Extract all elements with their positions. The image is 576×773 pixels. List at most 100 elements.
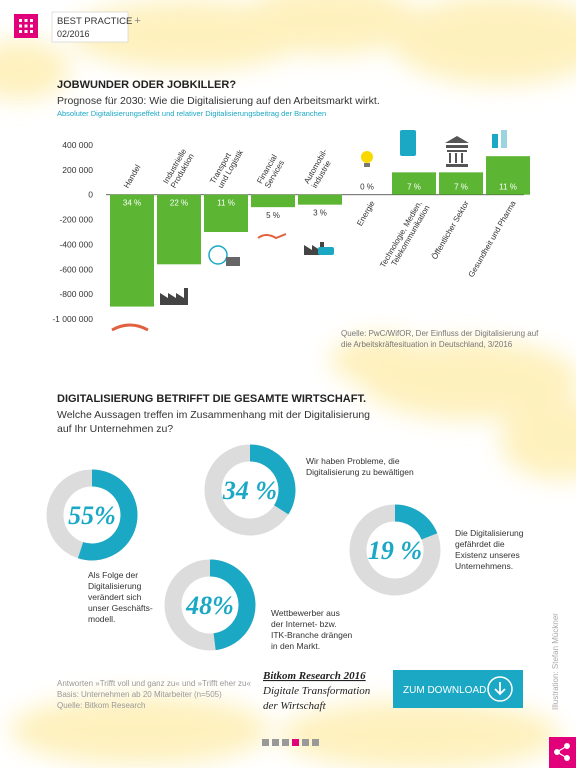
statement-line: Wettbewerber aus <box>271 608 340 618</box>
statement-line: Die Digitalisierung <box>455 528 524 538</box>
bar <box>157 194 201 265</box>
page-dot-active[interactable] <box>292 739 299 746</box>
donut-arc <box>394 504 438 540</box>
footnote: Antworten »Trifft voll und ganz zu« und … <box>57 679 251 688</box>
bar <box>110 194 154 307</box>
download-button[interactable]: ZUM DOWNLOAD <box>393 670 523 708</box>
donut-value: 55% <box>68 501 116 530</box>
category-label: Handel <box>122 163 143 190</box>
download-icon[interactable] <box>487 676 513 702</box>
share-button[interactable] <box>549 737 576 768</box>
bar <box>204 194 248 232</box>
category-line: Energie <box>355 199 377 228</box>
donut-value: 19 % <box>368 536 422 565</box>
statement-line: Als Folge der <box>88 570 138 580</box>
chart-subtitle: Prognose für 2030: Wie die Digitalisieru… <box>57 95 380 107</box>
statement-line: in den Markt. <box>271 641 320 651</box>
bar <box>251 194 295 208</box>
page-dot[interactable] <box>302 739 309 746</box>
section-question: Welche Aussagen treffen im Zusammenhang … <box>57 409 370 421</box>
download-arrow[interactable] <box>494 682 506 696</box>
share-label: 34 % <box>123 199 141 208</box>
category-line: Gesundheit und Pharma <box>467 199 518 279</box>
statement-line: der Internet- bzw. <box>271 619 337 629</box>
statement-line: Unternehmens. <box>455 561 513 571</box>
logo-dots <box>19 19 33 33</box>
source: Quelle: PwC/WifOR, Der Einfluss der Digi… <box>341 329 539 338</box>
header-box <box>51 11 129 43</box>
share-label: 11 % <box>217 199 235 208</box>
category-label: Öffentlicher Sektor <box>430 199 471 261</box>
study-line: Digitale Transformation <box>262 685 371 697</box>
statement-line: Digitalisierung zu bewältigen <box>306 467 414 477</box>
statement-line: Digitalisierung <box>88 581 142 591</box>
category-label: Energie <box>355 199 377 228</box>
footnote: Quelle: Bitkom Research <box>57 701 145 710</box>
category-line: Öffentlicher Sektor <box>430 199 471 261</box>
y-tick-label: -400 000 <box>59 239 93 249</box>
statement-line: gefährdet die <box>455 539 505 549</box>
share-label: 7 % <box>407 183 421 192</box>
y-tick-label: -600 000 <box>59 264 93 274</box>
footnote: Basis: Unternehmen ab 20 Mitarbeiter (n=… <box>57 690 222 699</box>
y-tick-label: 200 000 <box>62 165 93 175</box>
bar <box>486 156 530 195</box>
statement-line: Wir haben Probleme, die <box>306 456 400 466</box>
header-title-text: BEST PRACTICE <box>57 16 132 27</box>
statement-line: modell. <box>88 614 115 624</box>
share-label: 11 % <box>499 183 517 192</box>
category-label: Automobil-industrie <box>302 147 333 189</box>
y-tick-label: 0 <box>88 190 93 200</box>
statement-line: unser Geschäfts- <box>88 603 153 613</box>
chart-note: Absoluter Digitalisierungseffekt und rel… <box>57 109 326 118</box>
share-label: 0 % <box>360 183 374 192</box>
header-plus: + <box>134 15 140 27</box>
y-tick-label: -200 000 <box>59 215 93 225</box>
y-tick-label: 400 000 <box>62 140 93 150</box>
pagination <box>262 739 319 746</box>
y-tick-label: -1 000 000 <box>52 314 93 324</box>
credit: Illustration: Stefan Mückner <box>551 613 560 710</box>
donut-value: 34 % <box>222 476 277 505</box>
category-line: Handel <box>122 163 143 190</box>
page-dot[interactable] <box>312 739 319 746</box>
bar <box>298 194 342 205</box>
donut-arc <box>249 444 296 515</box>
y-tick-label: -800 000 <box>59 289 93 299</box>
statement-line: verändert sich <box>88 592 142 602</box>
donut-arc <box>209 559 256 651</box>
bar-chart: 400 000 200 000 0 -200 000 -400 000 -600 000 -… <box>52 140 539 349</box>
statement-line: Existenz unseres <box>455 550 520 560</box>
page-dot[interactable] <box>262 739 269 746</box>
share-label: 22 % <box>170 199 188 208</box>
statement-line: ITK-Branche drängen <box>271 630 353 640</box>
category-label: Technologie, Medien,Telekommunikation <box>378 199 431 269</box>
donut-value: 48% <box>185 591 234 620</box>
page-dot[interactable] <box>272 739 279 746</box>
download-label[interactable]: ZUM DOWNLOAD <box>403 685 486 696</box>
source: die Arbeitskräftesituation in Deutschlan… <box>341 340 513 349</box>
bar <box>439 172 483 195</box>
category-label: Gesundheit und Pharma <box>467 199 518 279</box>
bar <box>392 172 436 195</box>
share-label: 3 % <box>313 209 327 218</box>
section-question: auf Ihr Unternehmen zu? <box>57 423 173 435</box>
page-dot[interactable] <box>282 739 289 746</box>
header-issue: 02/2016 <box>57 29 90 39</box>
header-title: BEST PRACTICE + <box>57 15 141 27</box>
section-title: DIGITALISIERUNG BETRIFFT DIE GESAMTE WIR… <box>57 393 366 405</box>
share-icon[interactable] <box>554 743 570 761</box>
share-label: 5 % <box>266 211 280 220</box>
chart-title: JOBWUNDER ODER JOBKILLER? <box>57 79 236 91</box>
study-line: der Wirtschaft <box>263 700 327 712</box>
donut-arc <box>77 469 138 561</box>
study-title: Bitkom Research 2016 <box>262 670 366 682</box>
icons <box>111 130 507 332</box>
donut-charts: 55% Als Folge derDigitalisierungverändert… <box>46 444 524 651</box>
